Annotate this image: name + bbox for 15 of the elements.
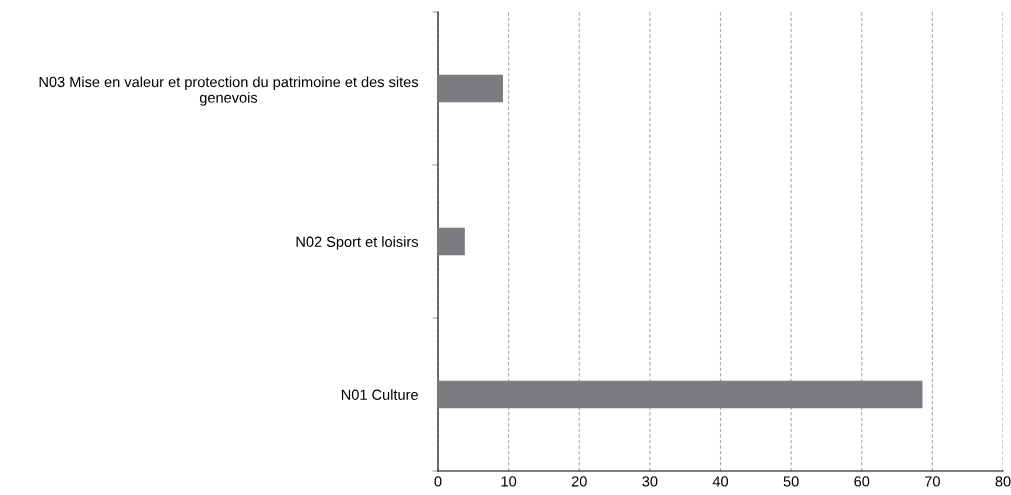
bar	[438, 227, 465, 256]
bar	[438, 380, 923, 409]
x-tick-label: 70	[925, 476, 940, 487]
x-tick-label: 50	[783, 476, 799, 487]
x-tick-label: 10	[501, 476, 517, 487]
x-tick-label: 30	[642, 476, 658, 487]
y-tick-label: N03 Mise en valeur et protection du patrimoine et des sites genevois	[39, 76, 419, 106]
x-tick-label: 20	[571, 476, 587, 487]
x-tick-label: 40	[712, 476, 729, 487]
y-tick-label: N01 Culture	[341, 389, 418, 400]
y-tick-label: N02 Sport et loisirs	[296, 236, 419, 250]
bar	[438, 74, 503, 103]
x-tick-label: 80	[995, 476, 1011, 487]
x-tick-label: 60	[854, 476, 870, 487]
x-tick-label: 0	[434, 476, 442, 487]
